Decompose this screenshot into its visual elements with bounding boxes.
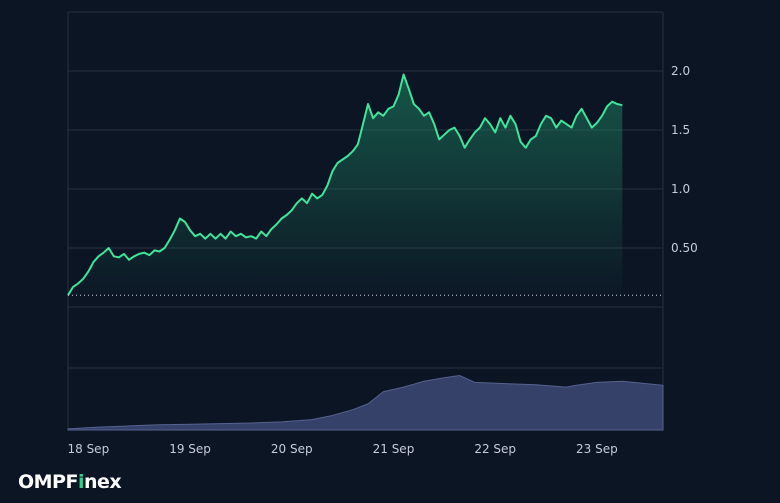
x-tick-label: 18 Sep bbox=[67, 442, 109, 456]
volume-area bbox=[67, 374, 664, 431]
y-tick-label: 1.0 bbox=[671, 182, 690, 196]
brand-logo: OMPFinex bbox=[18, 471, 122, 493]
x-tick-label: 21 Sep bbox=[373, 442, 415, 456]
x-tick-label: 20 Sep bbox=[271, 442, 313, 456]
y-tick-label: 2.0 bbox=[671, 64, 690, 78]
x-axis: 18 Sep 19 Sep 20 Sep 21 Sep 22 Sep 23 Sep bbox=[67, 442, 617, 456]
x-tick-label: 22 Sep bbox=[474, 442, 516, 456]
price-area bbox=[68, 74, 623, 296]
y-tick-label: 0.50 bbox=[671, 241, 698, 255]
price-line bbox=[67, 73, 623, 296]
y-axis: 0.50 1.0 1.5 2.0 bbox=[671, 64, 698, 255]
brand-accent: i bbox=[77, 471, 85, 493]
brand-suffix: nex bbox=[83, 471, 122, 493]
brand-prefix: OMPF bbox=[18, 471, 78, 493]
volume-series bbox=[67, 374, 664, 431]
x-tick-label: 19 Sep bbox=[169, 442, 211, 456]
x-tick-label: 23 Sep bbox=[576, 442, 618, 456]
y-tick-label: 1.5 bbox=[671, 123, 690, 137]
price-series bbox=[67, 73, 623, 296]
